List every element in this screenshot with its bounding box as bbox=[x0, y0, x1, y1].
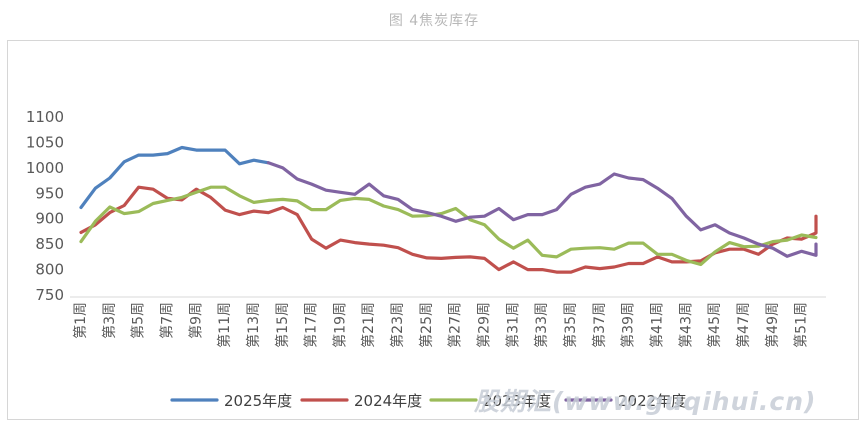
series-line-0 bbox=[79, 145, 270, 210]
figure-caption: 图 4焦炭库存 bbox=[388, 13, 480, 29]
x-tick-label: 第13周 bbox=[245, 302, 262, 348]
y-tick-label: 950 bbox=[35, 184, 64, 202]
series-line-1 bbox=[79, 185, 818, 274]
x-tick-label: 第11周 bbox=[216, 302, 233, 348]
y-tick-label: 1100 bbox=[26, 108, 64, 126]
x-tick-label: 第19周 bbox=[331, 302, 348, 348]
x-tick-label: 第3周 bbox=[101, 302, 118, 339]
legend: 2025年度 2024年度 2023年度 2022年度 bbox=[170, 392, 686, 410]
x-tick-label: 第15周 bbox=[274, 302, 291, 348]
x-tick-label: 第49周 bbox=[764, 302, 781, 348]
y-tick-label: 850 bbox=[35, 235, 64, 253]
chart-frame bbox=[7, 40, 859, 420]
y-axis: 750 800 850 900 950 1000 1050 1100 bbox=[26, 108, 64, 304]
y-tick-label: 1050 bbox=[26, 133, 64, 151]
x-tick-label: 第35周 bbox=[562, 302, 579, 348]
x-tick-label: 第5周 bbox=[130, 302, 147, 339]
x-tick-label: 第9周 bbox=[187, 302, 204, 339]
x-tick-label: 第23周 bbox=[389, 302, 406, 348]
x-tick-label: 第39周 bbox=[620, 302, 637, 348]
watermark-text: 股期汇(www.guqihui.cn) bbox=[474, 387, 817, 416]
x-tick-label: 第17周 bbox=[303, 302, 320, 348]
x-axis: 第1周 第3周 第5周 第7周 第9周 第11周 第13周 第15周 第17周 第19周 第21周第… bbox=[70, 296, 826, 348]
legend-label: 2024年度 bbox=[354, 392, 422, 410]
x-tick-label: 第43周 bbox=[677, 302, 694, 348]
x-tick-label: 第33周 bbox=[533, 302, 550, 348]
x-tick-label: 第7周 bbox=[158, 302, 175, 339]
x-tick-label: 第45周 bbox=[706, 302, 723, 348]
x-tick-label: 第51周 bbox=[793, 302, 810, 348]
series-line-2 bbox=[79, 185, 818, 267]
x-tick-label: 第47周 bbox=[735, 302, 752, 348]
x-tick-label: 第29周 bbox=[476, 302, 493, 348]
x-tick-label: 第25周 bbox=[418, 302, 435, 348]
y-tick-label: 1000 bbox=[26, 159, 64, 177]
legend-label: 2022年度 bbox=[618, 392, 686, 410]
x-tick-label: 第41周 bbox=[648, 302, 665, 348]
x-tick-label: 第37周 bbox=[591, 302, 608, 348]
x-tick-label: 第1周 bbox=[72, 302, 89, 339]
series-lines bbox=[79, 145, 818, 274]
y-tick-label: 750 bbox=[35, 286, 64, 304]
x-tick-label: 第27周 bbox=[447, 302, 464, 348]
x-tick-label: 第21周 bbox=[360, 302, 377, 348]
legend-label: 2023年度 bbox=[483, 392, 551, 410]
y-tick-label: 800 bbox=[35, 261, 64, 279]
x-tick-label: 第31周 bbox=[504, 302, 521, 348]
y-tick-label: 900 bbox=[35, 210, 64, 228]
series-line-3 bbox=[266, 161, 818, 258]
legend-label: 2025年度 bbox=[224, 392, 292, 410]
